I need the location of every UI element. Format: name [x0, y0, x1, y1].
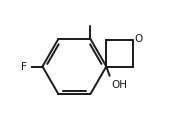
Text: F: F: [21, 61, 27, 72]
Text: OH: OH: [111, 80, 127, 90]
Text: O: O: [134, 34, 143, 44]
